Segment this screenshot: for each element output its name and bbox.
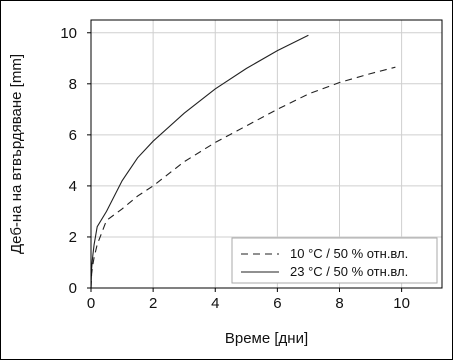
- legend-label-23c: 23 °C / 50 % отн.вл.: [290, 264, 408, 279]
- x-tick-label: 0: [87, 295, 95, 312]
- x-axis-label: Време [дни]: [225, 330, 308, 347]
- y-tick-label: 6: [69, 127, 77, 144]
- legend-box: [231, 237, 438, 284]
- y-tick-label: 4: [69, 178, 77, 195]
- y-tick-label: 2: [69, 229, 77, 246]
- x-tick-label: 6: [273, 295, 281, 312]
- x-tick-label: 10: [393, 295, 410, 312]
- plot-border: [90, 19, 443, 289]
- series-line-23c: [90, 34, 309, 289]
- x-tick-label: 4: [211, 295, 219, 312]
- y-tick-label: 10: [60, 25, 77, 42]
- ticks: 0 2 4 6 8 10 0 2 4 6 8 10: [60, 25, 410, 312]
- y-tick-label: 8: [69, 76, 77, 93]
- x-tick-label: 8: [335, 295, 343, 312]
- series-line-10c: [90, 66, 396, 289]
- y-axis-label: Деб-на на втвърдяване [mm]: [8, 54, 25, 254]
- legend: 10 °C / 50 % отн.вл. 23 °C / 50 % отн.вл…: [231, 237, 438, 284]
- y-tick-label: 0: [69, 280, 77, 297]
- series-group: [90, 34, 396, 289]
- legend-label-10c: 10 °C / 50 % отн.вл.: [290, 246, 408, 261]
- x-tick-label: 2: [149, 295, 157, 312]
